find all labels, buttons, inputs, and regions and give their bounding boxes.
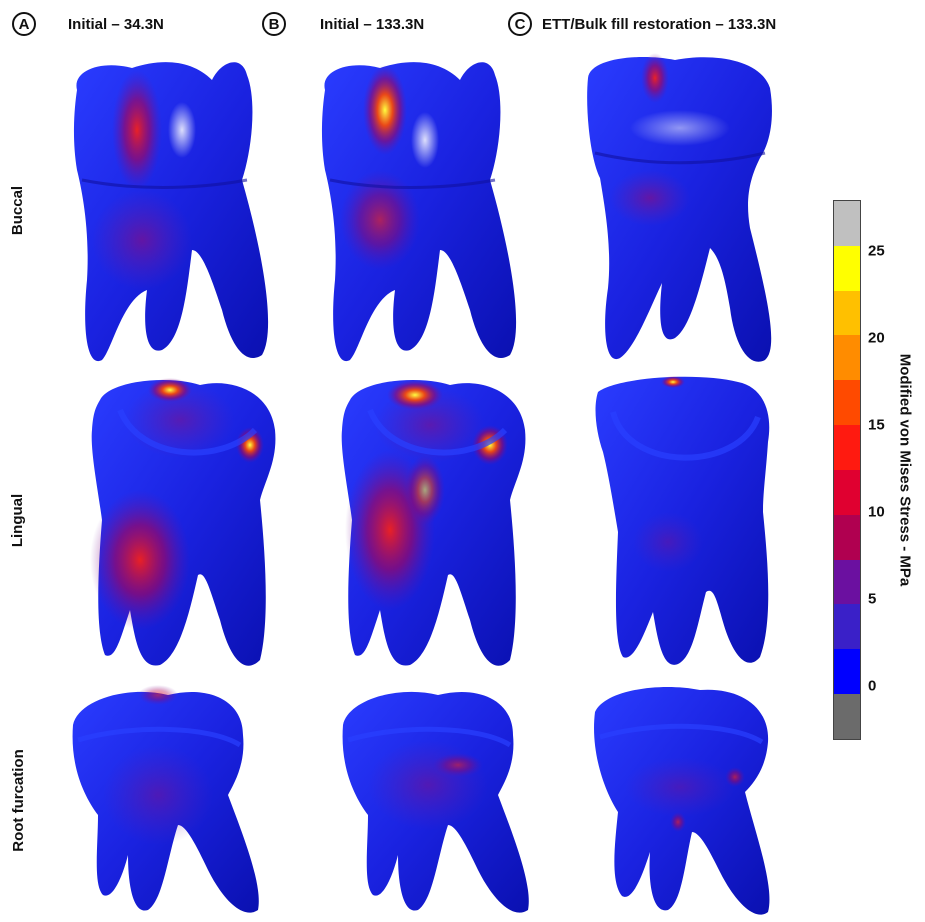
colorbar-segment (834, 694, 860, 739)
column-header-a: A Initial – 34.3N (12, 10, 164, 38)
tooth-panel-a-buccal (73, 62, 269, 362)
colorbar-segment (834, 335, 860, 381)
column-header-c: C ETT/Bulk fill restoration – 133.3N (508, 10, 776, 38)
tooth-panel-c-root-furcation (594, 686, 770, 915)
tooth-panel-b-root-furcation (342, 691, 529, 913)
colorbar-tick-0: 0 (868, 677, 877, 695)
colorbar-segment (834, 425, 860, 470)
column-header-b: B Initial – 133.3N (262, 10, 424, 38)
column-title-a: Initial – 34.3N (68, 15, 164, 33)
colorbar-segment (834, 514, 860, 560)
tooth-panel-c-buccal (587, 53, 772, 362)
stress-colorbar (833, 200, 861, 740)
colorbar-tick-15: 15 (868, 416, 885, 434)
tooth-panel-b-lingual (341, 380, 526, 666)
colorbar-segment (834, 380, 860, 426)
panel-badge-b: B (262, 12, 286, 36)
colorbar-tick-10: 10 (868, 503, 885, 521)
colorbar-tick-5: 5 (868, 590, 877, 608)
column-title-c: ETT/Bulk fill restoration – 133.3N (542, 15, 777, 33)
colorbar-segment (834, 559, 860, 605)
panel-badge-a: A (12, 12, 36, 36)
colorbar-title: Modified von Mises Stress - MPa (896, 353, 914, 587)
tooth-panel-b-buccal (321, 62, 517, 362)
colorbar-tick-25: 25 (868, 242, 885, 260)
colorbar-segment (834, 649, 860, 695)
row-label-buccal: Buccal (9, 185, 27, 235)
colorbar-segment (834, 201, 860, 246)
tooth-panel-a-lingual (90, 378, 276, 666)
colorbar-tick-20: 20 (868, 329, 885, 347)
colorbar-segment (834, 604, 860, 650)
colorbar-segment (834, 469, 860, 515)
colorbar-segment (834, 245, 860, 291)
tooth-panel-a-root-furcation (72, 685, 259, 913)
tooth-panel-c-lingual (595, 376, 770, 665)
panel-badge-c: C (508, 12, 532, 36)
row-label-lingual: Lingual (9, 493, 27, 547)
row-label-root-furcation: Root furcation (9, 748, 27, 852)
colorbar-segment (834, 290, 860, 336)
column-title-b: Initial – 133.3N (320, 15, 425, 33)
